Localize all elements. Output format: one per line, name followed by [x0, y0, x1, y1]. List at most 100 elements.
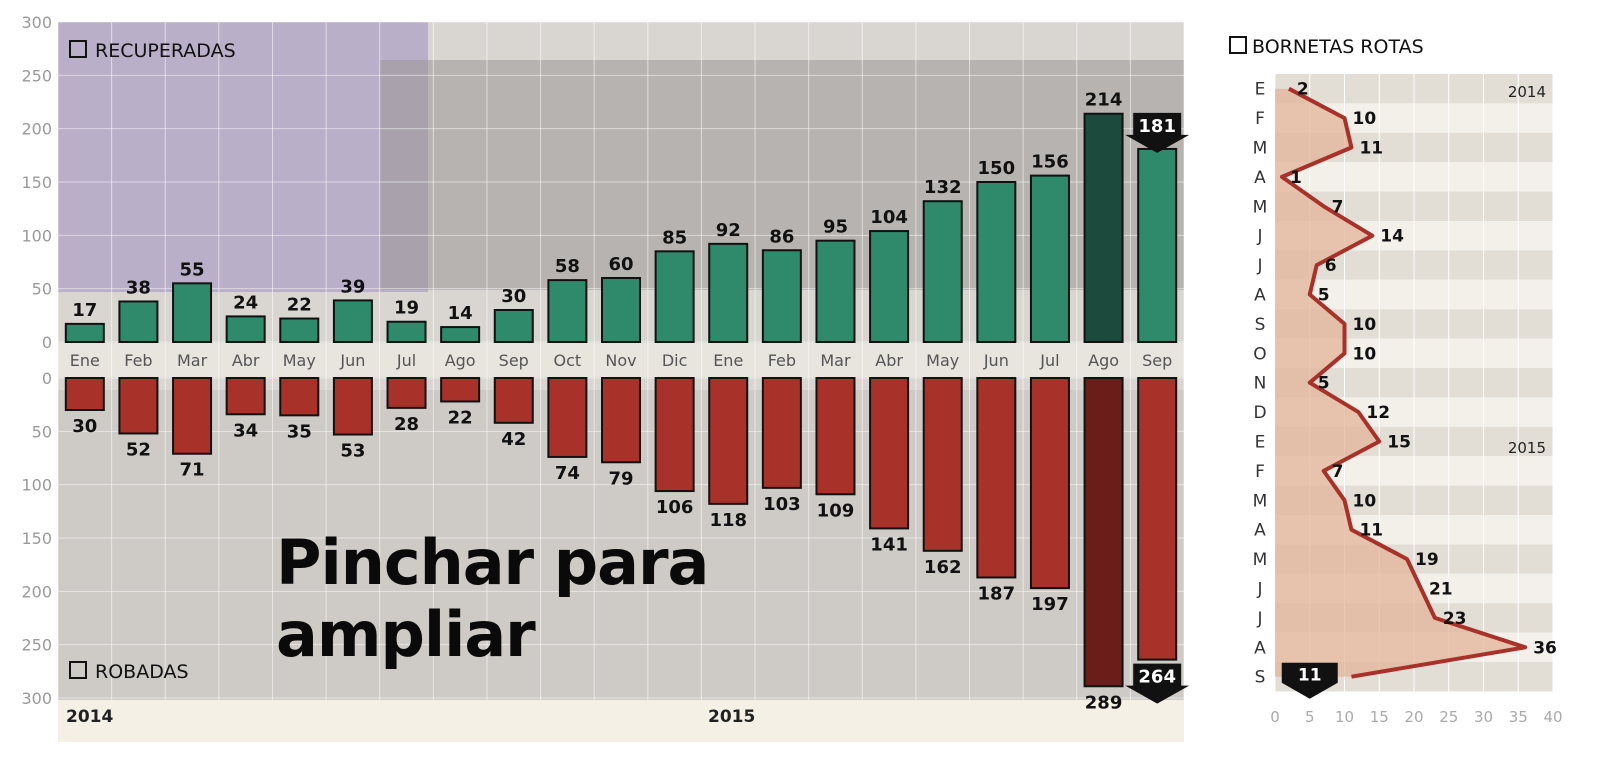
month-label: Jul [396, 351, 416, 370]
side-title: BORNETAS ROTAS [1252, 36, 1424, 58]
bar-recovered [118, 300, 159, 344]
bar-recovered [654, 250, 695, 343]
y-tick-top: 50 [32, 280, 52, 299]
bar-stolen [601, 377, 641, 464]
month-initial: A [1254, 168, 1266, 188]
bar-recovered [976, 181, 1017, 343]
value-label-recovered: 55 [180, 259, 205, 280]
line-series [1279, 86, 1528, 679]
bar-recovered [440, 326, 481, 344]
bar-recovered [225, 315, 266, 343]
bar-stolen [708, 377, 749, 505]
zoom-hint-line1[interactable]: Pinchar para [276, 526, 709, 599]
bar-recovered [386, 320, 427, 344]
value-label-line: 10 [1353, 344, 1377, 364]
value-label-stolen: 28 [394, 414, 419, 435]
value-label-recovered: 19 [394, 298, 419, 319]
month-label: Jul [1039, 351, 1059, 370]
x-tick: 35 [1509, 708, 1528, 726]
bar-recovered [493, 309, 534, 343]
bar-stolen [332, 377, 373, 436]
bar-stolen [815, 377, 856, 496]
value-label-line: 11 [1359, 139, 1383, 159]
month-label: May [283, 351, 316, 370]
bar-stolen [1137, 377, 1178, 661]
bar-stolen [172, 377, 213, 455]
bar-chart: 300 250 200 150 100 50 0 0 50 100 150 200 250 300 Ene… [21, 13, 1190, 742]
month-label: Sep [499, 351, 529, 370]
y-tick-bottom: 0 [42, 369, 52, 388]
value-label-line: 7 [1332, 462, 1344, 482]
bar-stolen [1083, 377, 1124, 688]
x-tick: 0 [1270, 708, 1280, 726]
x-tick: 30 [1474, 708, 1493, 726]
x-tick: 20 [1404, 708, 1423, 726]
month-initial: E [1255, 80, 1266, 100]
arrow-marker-stolen [1125, 663, 1190, 704]
year-label-2014: 2014 [66, 707, 113, 727]
bar-recovered [547, 279, 588, 343]
month-initial: M [1253, 197, 1268, 217]
value-label-stolen: 71 [180, 460, 205, 481]
month-initial: N [1254, 374, 1267, 394]
month-initial: S [1255, 315, 1266, 335]
y-tick-top: 100 [21, 226, 52, 245]
bar-stolen [869, 377, 910, 530]
month-initial: M [1253, 550, 1268, 570]
value-label-recovered: 150 [978, 158, 1016, 179]
bar-stolen [922, 377, 963, 552]
month-label: Oct [554, 351, 582, 370]
value-label-stolen: 118 [709, 510, 747, 531]
bar-stolen [386, 377, 427, 409]
line-area [1275, 88, 1526, 677]
value-label-stolen: 74 [555, 463, 580, 484]
month-initial: S [1255, 668, 1266, 688]
value-label-stolen: 30 [72, 416, 97, 437]
bar-recovered [922, 200, 963, 343]
value-label-recovered: 14 [448, 303, 473, 324]
year-label-2015: 2015 [708, 707, 755, 727]
y-tick-top: 300 [21, 13, 52, 32]
month-initial: M [1253, 491, 1268, 511]
bar-recovered [279, 317, 320, 343]
value-label-stolen: 34 [233, 420, 258, 441]
month-label: Jun [983, 351, 1009, 370]
value-label-stolen: 289 [1085, 692, 1123, 713]
value-label-recovered: 95 [823, 217, 848, 238]
month-label: Sep [1142, 351, 1172, 370]
month-initial: O [1253, 344, 1266, 364]
value-label-line: 11 [1359, 521, 1383, 541]
month-label: Ago [1088, 351, 1119, 370]
month-label: Abr [875, 351, 903, 370]
bar-stolen [440, 377, 481, 403]
value-label-stolen: 264 [1138, 667, 1176, 688]
x-tick: 25 [1439, 708, 1458, 726]
value-label-line: 21 [1429, 580, 1453, 600]
month-label: Mar [820, 351, 851, 370]
month-label: May [926, 351, 959, 370]
month-initial: M [1253, 139, 1268, 159]
axis-strip [58, 343, 1184, 377]
month-label: Ene [70, 351, 100, 370]
bar-stolen [493, 377, 534, 424]
y-tick-bottom: 50 [32, 422, 52, 441]
legend-recovered-label: RECUPERADAS [95, 40, 236, 62]
arrow-marker-line [1281, 662, 1338, 699]
value-label-line: 19 [1415, 550, 1439, 570]
value-label-recovered: 39 [340, 276, 365, 297]
legend-recovered-box [69, 40, 87, 58]
zoom-hint-line2[interactable]: ampliar [276, 598, 536, 671]
value-label-recovered: 24 [233, 292, 258, 313]
value-label-line: 1 [1290, 168, 1302, 188]
value-label-recovered: 17 [72, 300, 97, 321]
bar-stolen [118, 377, 159, 435]
value-label-stolen: 53 [340, 441, 365, 462]
value-label-line: 10 [1353, 109, 1377, 129]
value-label-line: 5 [1318, 286, 1330, 306]
side-title-box [1229, 36, 1247, 54]
bar-recovered [815, 239, 856, 344]
value-label-line: 12 [1366, 403, 1390, 423]
month-initial: F [1255, 109, 1265, 129]
bar-stolen [1029, 377, 1070, 590]
legend-stolen-label: ROBADAS [95, 661, 189, 683]
